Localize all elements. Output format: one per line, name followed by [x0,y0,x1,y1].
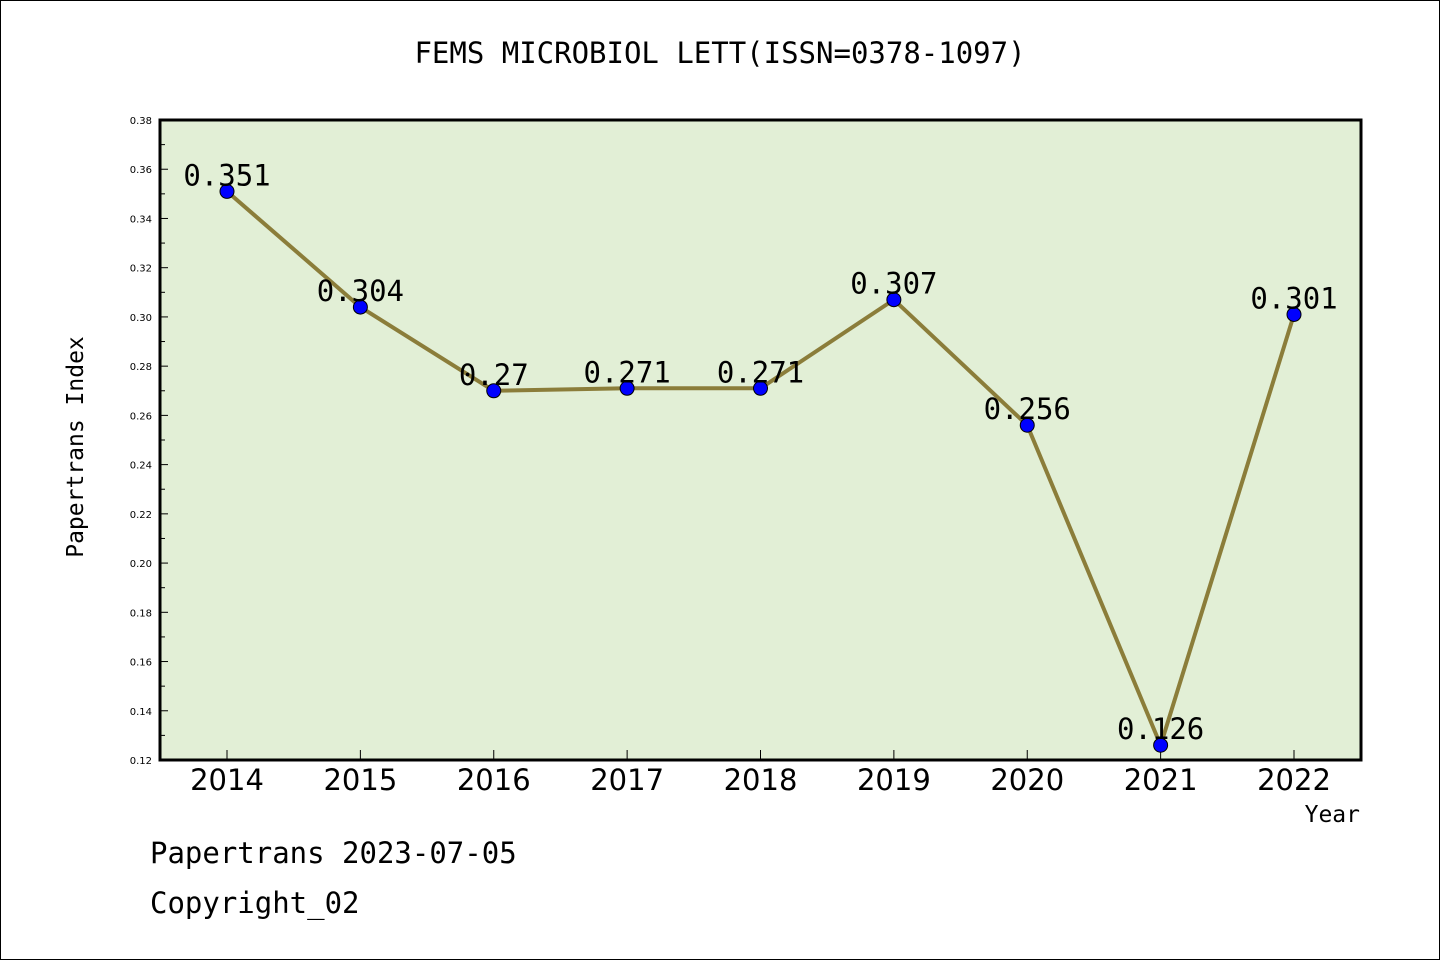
y-tick-label: 0.28 [130,362,152,373]
data-label: 0.256 [984,392,1071,426]
data-point [753,380,768,396]
x-tick-label: 2015 [323,763,397,797]
y-tick-label: 0.24 [130,461,152,472]
data-point [352,299,368,315]
data-point [1286,306,1302,322]
plot-area [160,120,1361,760]
data-label: 0.301 [1250,281,1337,315]
y-tick-label: 0.34 [130,214,152,225]
data-label: 0.304 [317,274,404,308]
data-points [219,183,1302,753]
footer-date: Papertrans 2023-07-05 [150,836,517,870]
x-tick-label: 2021 [1124,763,1198,797]
x-tick-label: 2020 [990,763,1064,797]
x-tick-label: 2022 [1257,763,1331,797]
y-tick-label: 0.30 [130,313,152,324]
data-point [1019,417,1035,433]
y-tick-label: 0.38 [130,116,152,127]
x-axis: 2014 2015 2016 2017 2018 2019 2020 2021 2022 [190,750,1331,797]
y-tick-label: 0.36 [130,165,152,176]
y-tick-label: 0.18 [130,608,152,619]
data-point [219,183,235,199]
plot-border [158,118,1363,762]
y-tick-label: 0.32 [130,264,152,275]
data-label: 0.126 [1117,712,1204,746]
y-tick-label: 0.16 [130,658,152,669]
data-label: 0.271 [583,355,670,389]
y-tick-label: 0.22 [130,510,152,521]
data-point [886,292,902,308]
x-tick-label: 2014 [190,763,264,797]
footer-copyright: Copyright_02 [150,886,360,920]
y-tick-label: 0.20 [130,559,152,570]
data-label: 0.307 [850,267,937,301]
data-point [1153,737,1169,753]
x-tick-label: 2016 [457,763,531,797]
data-point [486,383,502,399]
data-label: 0.351 [183,158,270,192]
chart-title: FEMS MICROBIOL LETT(ISSN=0378-1097) [414,36,1026,70]
x-tick-label: 2017 [590,763,664,797]
y-tick-label: 0.26 [130,411,152,422]
data-label: 0.271 [717,355,804,389]
x-tick-label: 2019 [857,763,931,797]
x-tick-label: 2018 [724,763,798,797]
data-label: 0.27 [459,358,529,392]
y-tick-label: 0.12 [130,756,152,767]
data-labels: 0.351 0.304 0.27 0.271 0.271 0.307 0.256 0.126 0… [183,158,1337,746]
x-axis-label: Year [1304,802,1360,828]
y-tick-label: 0.14 [130,707,152,718]
data-point [619,380,635,396]
